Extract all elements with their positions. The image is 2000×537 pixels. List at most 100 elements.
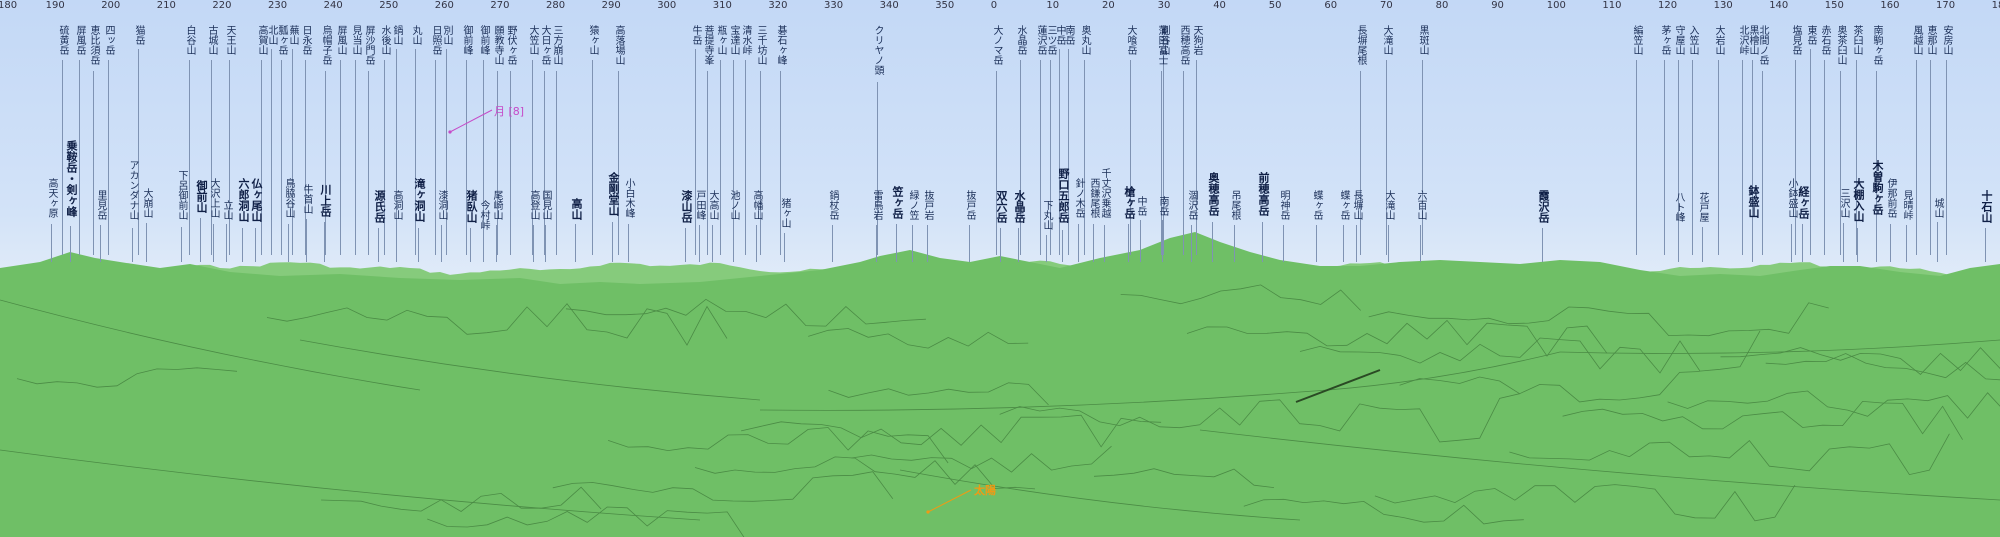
peak-label[interactable]: 猪ヶ山 xyxy=(779,198,790,228)
peak-label[interactable]: 抜戸岳 xyxy=(964,190,975,220)
peak-label[interactable]: 茶臼山 xyxy=(1851,25,1862,55)
peak-label[interactable]: 蕪山 xyxy=(287,25,298,45)
peak-label[interactable]: 鍋山 xyxy=(391,25,402,45)
peak-label[interactable]: 鉢盛山 xyxy=(1747,185,1760,218)
peak-label[interactable]: 風越山 xyxy=(1911,25,1922,55)
peak-label[interactable]: 三ツ岳 xyxy=(1045,25,1056,55)
peak-label[interactable]: 尾崎山 xyxy=(491,190,502,220)
peak-label[interactable]: 牛岳 xyxy=(690,25,701,45)
peak-label[interactable]: 金剛堂山 xyxy=(607,172,620,216)
peak-label[interactable]: 大滝山 xyxy=(1383,190,1394,220)
peak-label[interactable]: 水後山 xyxy=(379,25,390,55)
peak-label[interactable]: 国見山 xyxy=(540,190,551,220)
peak-label[interactable]: 高天ヶ原 xyxy=(46,178,57,218)
peak-label[interactable]: 双六岳 xyxy=(995,190,1008,223)
peak-label[interactable]: 猿ヶ山 xyxy=(587,25,598,55)
peak-label[interactable]: 願教寺山 xyxy=(492,25,503,65)
peak-label[interactable]: 四ッ岳 xyxy=(103,25,114,55)
peak-label[interactable]: 屏風山 xyxy=(335,25,346,55)
peak-label[interactable]: 大滝山 xyxy=(1381,25,1392,55)
peak-label[interactable]: 大崩山 xyxy=(141,188,152,218)
peak-label[interactable]: 吊尾根 xyxy=(1229,190,1240,220)
peak-label[interactable]: 北間ノ岳 xyxy=(1757,25,1768,65)
peak-label[interactable]: 長塀尾根 xyxy=(1355,25,1366,65)
peak-label[interactable]: 猪臥山 xyxy=(465,190,478,223)
peak-label[interactable]: 蝶ヶ岳 xyxy=(1338,190,1349,220)
peak-label[interactable]: 菩提寺峯 xyxy=(702,25,713,65)
peak-label[interactable]: 雷鳥岩 xyxy=(871,190,882,220)
peak-label[interactable]: 碁石ヶ峰 xyxy=(775,25,786,65)
peak-label[interactable]: 奥穂高岳 xyxy=(1207,172,1220,216)
peak-label[interactable]: 古城山 xyxy=(206,25,217,55)
peak-label[interactable]: 三方崩山 xyxy=(551,25,562,65)
peak-label[interactable]: 蓮沢岳 xyxy=(1035,25,1046,55)
peak-label[interactable]: 日永岳 xyxy=(300,25,311,55)
peak-label[interactable]: 高賀山 xyxy=(256,25,267,55)
peak-label[interactable]: 霞沢岳 xyxy=(1537,190,1550,223)
peak-label[interactable]: 北山 xyxy=(266,25,277,45)
peak-label[interactable]: 茅ヶ岳 xyxy=(1659,25,1670,55)
peak-label[interactable]: 大高山 xyxy=(707,190,718,220)
peak-label[interactable]: 高洞山 xyxy=(391,190,402,220)
peak-label[interactable]: 黒檜山 xyxy=(1747,25,1758,55)
peak-label[interactable]: アカンダナ山 xyxy=(127,160,138,220)
peak-label[interactable]: 安房山 xyxy=(1941,25,1952,55)
peak-label[interactable]: 三沢山 xyxy=(1838,188,1849,218)
peak-label[interactable]: 天狗岩 xyxy=(1191,25,1202,55)
peak-label[interactable]: 南駒ヶ岳 xyxy=(1871,25,1882,65)
peak-label[interactable]: 戸田峰 xyxy=(694,190,705,220)
peak-label[interactable]: 十石山 xyxy=(1980,190,1993,223)
peak-label[interactable]: 大岩山 xyxy=(1713,25,1724,55)
peak-label[interactable]: 屏沙門岳 xyxy=(363,25,374,65)
peak-label[interactable]: 守屋山 xyxy=(1673,25,1684,55)
peak-label[interactable]: 瓢ヶ岳 xyxy=(276,25,287,55)
peak-label[interactable]: 高幡山 xyxy=(751,190,762,220)
peak-label[interactable]: 涸沢岳 xyxy=(1186,190,1197,220)
peak-label[interactable]: 丸山 xyxy=(410,25,421,45)
peak-label[interactable]: 御前峰 xyxy=(461,25,472,55)
peak-label[interactable]: 三千坊山 xyxy=(755,25,766,65)
peak-label[interactable]: 大日ヶ岳 xyxy=(539,25,550,65)
peak-label[interactable]: 恵那山 xyxy=(1925,25,1936,55)
peak-label[interactable]: 御前峰 xyxy=(478,25,489,55)
peak-label[interactable]: 緑ノ笠 xyxy=(907,190,918,220)
peak-label[interactable]: 野伏ヶ岳 xyxy=(505,25,516,65)
peak-label[interactable]: 乗鞍岳・剣ヶ峰 xyxy=(65,140,78,217)
peak-label[interactable]: 野口五郎岳 xyxy=(1057,168,1070,223)
peak-label[interactable]: 白谷山 xyxy=(184,25,195,55)
peak-label[interactable]: 池ノ山 xyxy=(728,190,739,220)
peak-label[interactable]: 宝達山 xyxy=(728,25,739,55)
peak-label[interactable]: 西穂高岳 xyxy=(1178,25,1189,65)
peak-label[interactable]: 下丸山 xyxy=(1041,200,1052,230)
peak-label[interactable]: 日照岳 xyxy=(430,25,441,55)
peak-label[interactable]: 鳥脇谷山 xyxy=(283,178,294,218)
peak-label[interactable]: 六百山 xyxy=(1415,190,1426,220)
peak-label[interactable]: 抜戸岩 xyxy=(922,190,933,220)
peak-label[interactable]: 奥丸山 xyxy=(1079,25,1090,55)
peak-label[interactable]: 下呂御前山 xyxy=(176,170,187,220)
peak-label[interactable]: 恵比須岳 xyxy=(88,25,99,65)
peak-label[interactable]: 入笠山 xyxy=(1687,25,1698,55)
peak-label[interactable]: 木曽駒ヶ岳 xyxy=(1871,160,1884,215)
peak-label[interactable]: 赤石岳 xyxy=(1819,25,1830,55)
peak-label[interactable]: 東岳 xyxy=(1805,25,1816,45)
peak-label[interactable]: 塩見岳 xyxy=(1790,25,1801,55)
peak-label[interactable]: 笠ヶ岳 xyxy=(891,186,904,219)
peak-label[interactable]: 編笠山 xyxy=(1631,25,1642,55)
peak-label[interactable]: 烏帽子岳 xyxy=(320,25,331,65)
peak-label[interactable]: 仏ヶ尾山 xyxy=(250,178,263,222)
peak-label[interactable]: 奥茶臼山 xyxy=(1835,25,1846,65)
peak-label[interactable]: 高落場山 xyxy=(613,25,624,65)
peak-label[interactable]: 蒲田富士 xyxy=(1156,25,1167,65)
peak-label[interactable]: 滝ヶ洞山 xyxy=(413,178,426,222)
peak-label[interactable]: 猫岳 xyxy=(133,25,144,45)
peak-label[interactable]: 前穂高岳 xyxy=(1257,172,1270,216)
peak-label[interactable]: 花戸屋 xyxy=(1697,192,1708,222)
peak-label[interactable]: 立山 xyxy=(221,200,232,220)
peak-label[interactable]: 経ヶ岳 xyxy=(1797,186,1810,219)
peak-label[interactable]: 明神岳 xyxy=(1278,190,1289,220)
peak-label[interactable]: 針ノ木岳 xyxy=(1073,178,1084,218)
peak-label[interactable]: 大棚入山 xyxy=(1852,178,1865,222)
peak-label[interactable]: 漆山岳 xyxy=(680,190,693,223)
peak-label[interactable]: 大笠山 xyxy=(527,25,538,55)
